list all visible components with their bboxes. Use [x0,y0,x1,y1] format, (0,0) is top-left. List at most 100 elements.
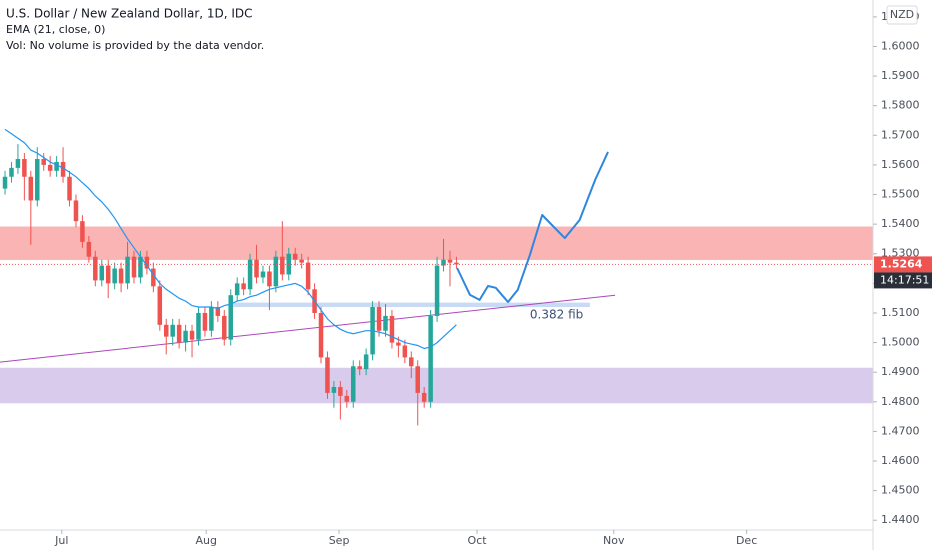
candle-body [112,268,117,284]
ema-line [4,128,457,350]
zone [0,226,873,260]
candle-body [318,312,324,358]
candle-body [183,330,188,343]
last-price-box [874,256,932,273]
chart-title: U.S. Dollar / New Zealand Dollar, 1D, ID… [6,7,253,21]
candle-body [215,307,221,316]
x-tick-label: Dec [736,534,757,547]
y-tick-label: 1.5400 [881,217,920,230]
candle-body [421,392,427,402]
y-tick-label: 1.4900 [881,365,920,378]
y-tick-label: 1.4500 [881,484,920,497]
candle-body [189,330,195,340]
candle-body [28,176,34,201]
y-tick-label: 1.4700 [881,424,920,437]
y-tick-label: 1.5900 [881,69,920,82]
candle-body [105,265,111,284]
candle-body [260,271,266,278]
candle-body [273,256,279,287]
candle-body [357,366,362,370]
candle-body [163,324,169,337]
y-tick-label: 1.5800 [881,99,920,112]
candle-body [292,253,298,260]
fib-label: 0.382 fib [530,308,583,322]
candle-body [428,315,433,402]
candle-body [325,357,330,393]
zone [0,367,873,404]
candle-body [60,161,66,177]
candle-body [280,256,285,275]
candle-body [344,395,350,402]
candle-body [41,159,46,165]
projection-line [456,151,609,303]
candle-body [9,167,14,177]
y-tick-label: 1.5700 [881,128,920,141]
candle-body [86,241,92,257]
candle-body [22,159,27,177]
y-tick-label: 1.5600 [881,158,920,171]
candle-body [454,262,459,265]
candle-body [2,176,8,189]
candle-body [350,366,356,402]
candle-body [363,354,369,370]
candle-body [383,315,388,331]
last-price-label: 1.5264 [880,257,923,270]
candle-body [434,265,440,316]
candle-body [331,386,337,393]
y-tick-label: 1.6000 [881,39,920,52]
candle-body [35,159,40,201]
candle-body [247,259,253,290]
fib-band [230,302,590,308]
candle-body [170,324,175,337]
candle-body [234,283,240,296]
candle-body [228,295,233,340]
candle-body [222,315,227,340]
candle-body [202,312,208,331]
x-tick-label: Sep [329,534,350,547]
y-tick-label: 1.4400 [881,513,920,526]
candle-body [299,259,304,263]
y-tick-label: 1.5100 [881,306,920,319]
candle-body [441,259,446,266]
y-tick-label: 1.4800 [881,395,920,408]
candle-body [176,324,182,343]
candle-body [415,366,420,393]
currency-box [886,5,918,25]
candle-body [47,164,53,171]
countdown-box [874,272,932,289]
candle-body [118,268,124,284]
candle-body [138,256,143,278]
trendline [0,294,616,363]
candle-body [131,256,137,278]
candle-body [389,315,395,343]
candle-body [157,286,163,325]
candle-body [80,221,85,242]
y-tick-label: 1.5000 [881,336,920,349]
volume-note: Vol: No volume is provided by the data v… [6,39,264,52]
candle-body [144,256,150,269]
candle-body [209,307,214,331]
candle-body [409,357,414,367]
countdown-label: 14:17:51 [880,273,929,286]
candle-body [241,283,246,290]
candle-body [402,345,408,358]
candle-body [73,200,79,222]
candle-body [196,312,201,340]
candle-body [338,386,343,396]
x-tick-label: Oct [468,534,488,547]
candle-body [267,271,272,287]
candle-body [305,262,311,290]
y-tick-label: 1.4600 [881,454,920,467]
indicator-label: EMA (21, close, 0) [6,23,105,36]
candle-body [125,256,130,284]
candle-body [99,265,105,281]
currency-label: NZD [890,8,914,21]
candle-body [93,256,98,281]
x-tick-label: Nov [603,534,625,547]
candle-body [67,176,72,201]
candle-body [54,161,59,171]
plot-area: 0.382 fib [0,128,873,426]
x-tick-label: Jul [54,534,68,547]
x-tick-label: Aug [195,534,216,547]
candle-body [151,268,156,287]
